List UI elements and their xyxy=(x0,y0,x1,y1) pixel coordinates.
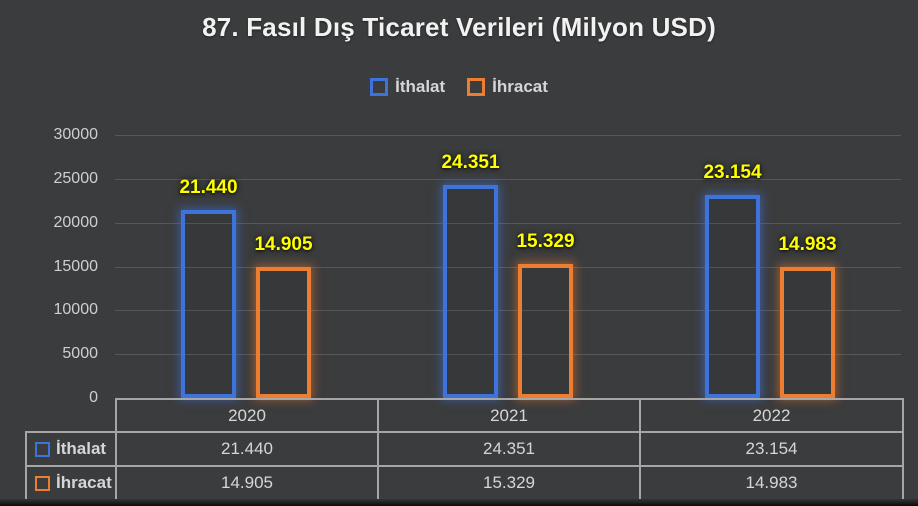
ihracat-swatch-icon xyxy=(467,78,486,96)
table-cell-ihracat-2020: 14.905 xyxy=(115,465,379,501)
gridline-5000 xyxy=(115,354,901,356)
data-label-i̇thalat-2020: 21.440 xyxy=(179,177,238,199)
gridline-15000 xyxy=(115,266,901,268)
y-axis-tick-0: 0 xyxy=(89,389,98,406)
bar-i̇hracat-2021 xyxy=(518,263,573,398)
table-cell-ithalat-2020: 21.440 xyxy=(115,431,379,467)
bar-i̇thalat-2021 xyxy=(443,184,498,398)
y-axis-tick-5000: 5000 xyxy=(62,345,98,363)
data-label-i̇hracat-2020: 14.905 xyxy=(254,234,313,256)
table-cell-ihracat-2021: 15.329 xyxy=(377,465,641,501)
chart-title: 87. Fasıl Dış Ticaret Verileri (Milyon U… xyxy=(202,12,716,42)
data-table: 2020 2021 2022 İthalat 21.440 24.351 23.… xyxy=(25,398,904,501)
table-header-2022: 2022 xyxy=(639,398,904,433)
bar-i̇thalat-2020 xyxy=(181,210,236,398)
window-bottom-edge xyxy=(0,499,918,506)
table-cell-ithalat-2022: 23.154 xyxy=(639,431,904,467)
ithalat-key-swatch-icon xyxy=(35,441,50,457)
gridline-20000 xyxy=(115,222,901,224)
table-rowkey-ithalat: İthalat xyxy=(25,431,117,467)
table-rowkey-ihracat-label: İhracat xyxy=(56,473,112,492)
bar-i̇hracat-2020 xyxy=(256,267,311,398)
data-label-i̇hracat-2022: 14.983 xyxy=(778,233,837,255)
bar-i̇hracat-2022 xyxy=(780,266,835,398)
legend-item-ihracat: İhracat xyxy=(467,77,548,97)
table-row-ithalat: İthalat 21.440 24.351 23.154 xyxy=(25,431,904,467)
table-rowkey-ihracat: İhracat xyxy=(25,465,117,501)
y-axis-tick-10000: 10000 xyxy=(53,301,99,319)
bar-i̇thalat-2022 xyxy=(705,195,760,398)
chart-legend: İthalat İhracat xyxy=(0,77,918,97)
legend-label-ihracat: İhracat xyxy=(492,77,548,96)
table-rowkey-ithalat-label: İthalat xyxy=(56,439,107,458)
data-label-i̇thalat-2021: 24.351 xyxy=(441,151,500,173)
ithalat-swatch-icon xyxy=(370,78,389,96)
gridline-25000 xyxy=(115,178,901,180)
legend-label-ithalat: İthalat xyxy=(395,77,446,96)
gridline-10000 xyxy=(115,310,901,312)
table-cell-ihracat-2022: 14.983 xyxy=(639,465,904,501)
ihracat-key-swatch-icon xyxy=(35,475,50,491)
table-header-2021: 2021 xyxy=(377,398,641,433)
table-cell-ithalat-2021: 24.351 xyxy=(377,431,641,467)
data-label-i̇hracat-2021: 15.329 xyxy=(516,230,575,252)
table-corner-blank xyxy=(26,399,116,432)
y-axis-tick-25000: 25000 xyxy=(53,169,99,187)
data-label-i̇thalat-2022: 23.154 xyxy=(703,162,762,184)
table-row-ihracat: İhracat 14.905 15.329 14.983 xyxy=(25,465,904,501)
legend-item-ithalat: İthalat xyxy=(370,77,445,97)
table-header-2020: 2020 xyxy=(115,398,379,433)
y-axis-tick-20000: 20000 xyxy=(53,213,99,231)
y-axis-tick-30000: 30000 xyxy=(53,126,99,143)
table-header-row: 2020 2021 2022 xyxy=(26,398,904,433)
gridline-30000 xyxy=(115,135,901,136)
y-axis-tick-15000: 15000 xyxy=(53,257,99,275)
